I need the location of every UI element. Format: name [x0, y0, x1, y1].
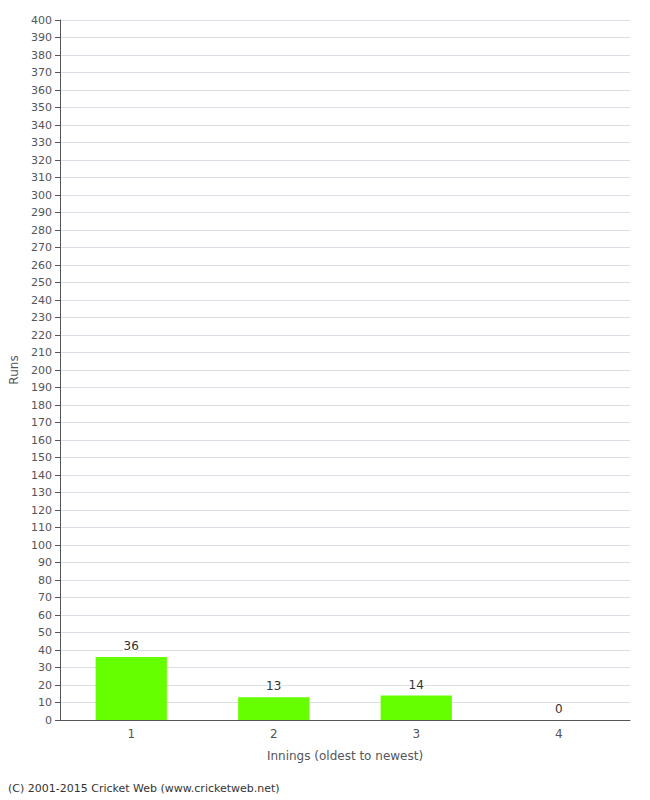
svg-text:140: 140 [31, 469, 52, 482]
svg-text:280: 280 [31, 224, 52, 237]
svg-text:150: 150 [31, 451, 52, 464]
svg-text:10: 10 [38, 696, 52, 709]
svg-text:360: 360 [31, 84, 52, 97]
svg-text:20: 20 [38, 679, 52, 692]
svg-text:340: 340 [31, 119, 52, 132]
svg-text:70: 70 [38, 591, 52, 604]
svg-text:(C) 2001-2015 Cricket Web (www: (C) 2001-2015 Cricket Web (www.cricketwe… [8, 782, 280, 795]
svg-text:350: 350 [31, 101, 52, 114]
svg-text:210: 210 [31, 346, 52, 359]
svg-text:320: 320 [31, 154, 52, 167]
svg-text:190: 190 [31, 381, 52, 394]
svg-text:330: 330 [31, 136, 52, 149]
svg-text:100: 100 [31, 539, 52, 552]
svg-text:160: 160 [31, 434, 52, 447]
svg-text:310: 310 [31, 171, 52, 184]
svg-text:240: 240 [31, 294, 52, 307]
svg-text:260: 260 [31, 259, 52, 272]
svg-text:300: 300 [31, 189, 52, 202]
svg-text:Innings (oldest to newest): Innings (oldest to newest) [267, 749, 423, 763]
svg-text:130: 130 [31, 486, 52, 499]
svg-text:290: 290 [31, 206, 52, 219]
svg-text:80: 80 [38, 574, 52, 587]
svg-text:4: 4 [555, 727, 563, 741]
svg-text:170: 170 [31, 416, 52, 429]
svg-text:1: 1 [127, 727, 135, 741]
svg-text:220: 220 [31, 329, 52, 342]
svg-text:380: 380 [31, 49, 52, 62]
svg-text:250: 250 [31, 276, 52, 289]
svg-text:50: 50 [38, 626, 52, 639]
svg-text:0: 0 [45, 714, 52, 727]
svg-text:30: 30 [38, 661, 52, 674]
svg-text:2: 2 [270, 727, 278, 741]
svg-text:120: 120 [31, 504, 52, 517]
svg-text:390: 390 [31, 31, 52, 44]
svg-text:0: 0 [555, 702, 563, 716]
svg-text:110: 110 [31, 521, 52, 534]
svg-text:Runs: Runs [7, 355, 21, 384]
svg-text:90: 90 [38, 556, 52, 569]
svg-text:14: 14 [409, 678, 424, 692]
svg-text:270: 270 [31, 241, 52, 254]
svg-text:3: 3 [412, 727, 420, 741]
svg-text:40: 40 [38, 644, 52, 657]
svg-text:370: 370 [31, 66, 52, 79]
svg-text:13: 13 [266, 679, 281, 693]
svg-text:180: 180 [31, 399, 52, 412]
svg-text:400: 400 [31, 14, 52, 27]
svg-text:36: 36 [124, 639, 139, 653]
svg-text:200: 200 [31, 364, 52, 377]
svg-text:230: 230 [31, 311, 52, 324]
svg-text:60: 60 [38, 609, 52, 622]
